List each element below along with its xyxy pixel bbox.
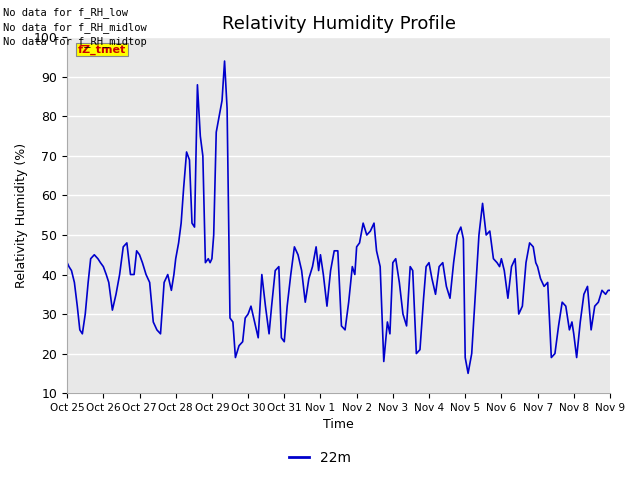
Title: Relativity Humidity Profile: Relativity Humidity Profile [221, 15, 456, 33]
X-axis label: Time: Time [323, 419, 354, 432]
Text: No data for f_RH_low: No data for f_RH_low [3, 7, 128, 18]
Y-axis label: Relativity Humidity (%): Relativity Humidity (%) [15, 143, 28, 288]
Text: fZ_tmet: fZ_tmet [78, 45, 126, 55]
Text: No data for f_RH_midtop: No data for f_RH_midtop [3, 36, 147, 47]
Legend: 22m: 22m [283, 445, 357, 471]
Text: No data for f_RH_midlow: No data for f_RH_midlow [3, 22, 147, 33]
